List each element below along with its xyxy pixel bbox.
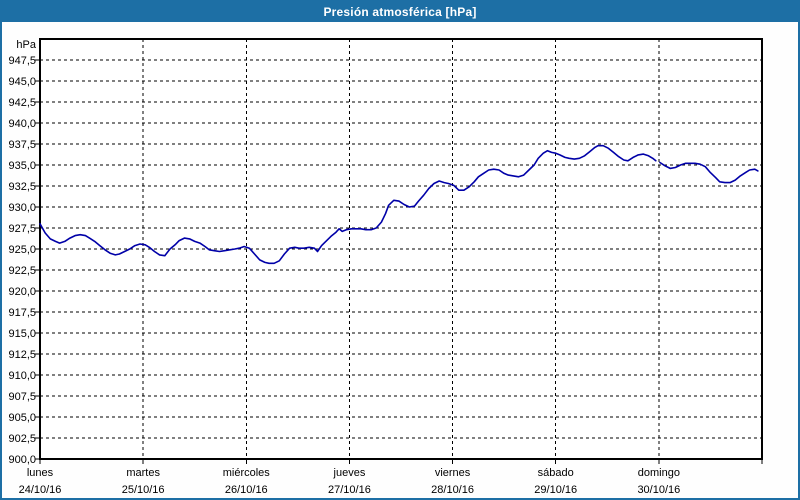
y-tick-label: 937,5 [8,139,36,151]
y-tick-label: 935,0 [8,160,36,172]
x-day-label: jueves [333,467,366,479]
x-day-label: martes [126,467,160,479]
y-tick-label: 945,0 [8,76,36,88]
y-tick-label: 932,5 [8,181,36,193]
window-title: Presión atmosférica [hPa] [323,5,477,19]
title-bar: Presión atmosférica [hPa] [2,2,798,22]
y-tick-label: 912,5 [8,349,36,361]
y-tick-label: 940,0 [8,118,36,130]
x-day-label: viernes [435,467,471,479]
x-date-label: 24/10/16 [19,484,62,496]
y-tick-label: 902,5 [8,433,36,445]
x-date-label: 28/10/16 [431,484,474,496]
y-tick-label: 942,5 [8,97,36,109]
y-tick-label: 922,5 [8,265,36,277]
y-tick-label: 910,0 [8,370,36,382]
x-date-label: 29/10/16 [534,484,577,496]
pressure-chart: hPa 947,5 945,0 942,5 940,0 937,5 935,0 932,5 93… [8,38,763,496]
x-day-label: domingo [638,467,680,479]
x-date-label: 30/10/16 [637,484,680,496]
x-date-label: 27/10/16 [328,484,371,496]
y-axis-unit-label: hPa [16,39,36,51]
x-date-label: 26/10/16 [225,484,268,496]
y-tick-label: 900,0 [8,454,36,466]
y-tick-label: 905,0 [8,412,36,424]
x-day-label: miércoles [223,467,271,479]
y-tick-label: 920,0 [8,286,36,298]
x-day-label: lunes [27,467,54,479]
y-tick-label: 927,5 [8,223,36,235]
x-date-label: 25/10/16 [122,484,165,496]
x-day-label: sábado [538,467,574,479]
y-tick-label: 930,0 [8,202,36,214]
pressure-line [659,161,759,184]
y-tick-label: 925,0 [8,244,36,256]
y-tick-label: 917,5 [8,307,36,319]
y-tick-label: 907,5 [8,391,36,403]
y-tick-label: 947,5 [8,55,36,67]
pressure-line [39,144,657,265]
y-tick-label: 915,0 [8,328,36,340]
